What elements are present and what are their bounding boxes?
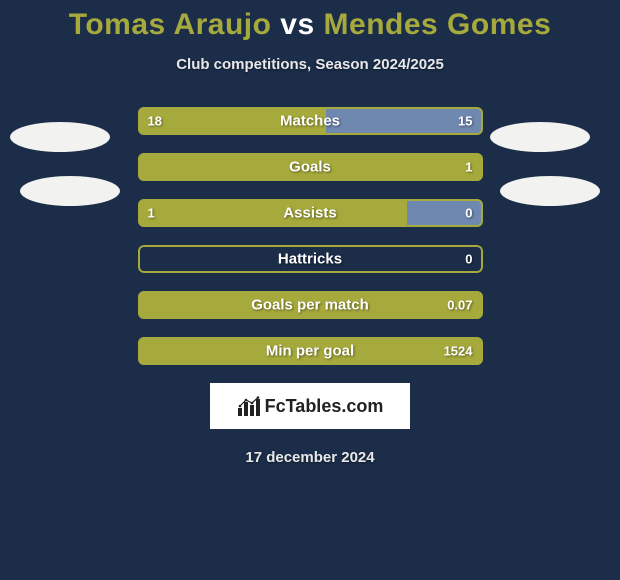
player2-badge-bottom [500,176,600,206]
fctables-logo: FcTables.com [210,383,410,429]
stat-value-right: 0 [465,252,472,267]
stat-bar-right-fill [138,337,483,365]
subtitle: Club competitions, Season 2024/2025 [0,56,620,73]
stat-bar: Goals per match0.07 [138,291,483,319]
stat-bar: Hattricks0 [138,245,483,273]
page-title: Tomas Araujo vs Mendes Gomes [0,8,620,42]
stat-bar-right-fill [326,107,483,135]
stat-bar: Min per goal1524 [138,337,483,365]
stat-bar-left-fill [138,199,407,227]
stat-row: Matches1815 [138,107,483,135]
stat-bar-right-fill [138,153,483,181]
player1-badge-top [10,122,110,152]
stat-row: Hattricks0 [138,245,483,273]
stat-bar-right-fill [138,291,483,319]
bars-icon [237,396,261,416]
stat-row: Min per goal1524 [138,337,483,365]
title-player2: Mendes Gomes [324,8,552,41]
title-vs: vs [280,8,314,41]
stat-row: Goals per match0.07 [138,291,483,319]
logo-text: FcTables.com [265,396,384,417]
stat-row: Goals1 [138,153,483,181]
stat-bar-right-fill [407,199,483,227]
stat-bar: Matches1815 [138,107,483,135]
player1-badge-bottom [20,176,120,206]
stat-row: Assists10 [138,199,483,227]
title-player1: Tomas Araujo [69,8,272,41]
stat-bar: Assists10 [138,199,483,227]
player2-badge-top [490,122,590,152]
date-label: 17 december 2024 [0,449,620,466]
stat-bar-border [138,245,483,273]
stat-bar-left-fill [138,107,326,135]
stat-label: Hattricks [138,251,483,268]
stat-bar: Goals1 [138,153,483,181]
